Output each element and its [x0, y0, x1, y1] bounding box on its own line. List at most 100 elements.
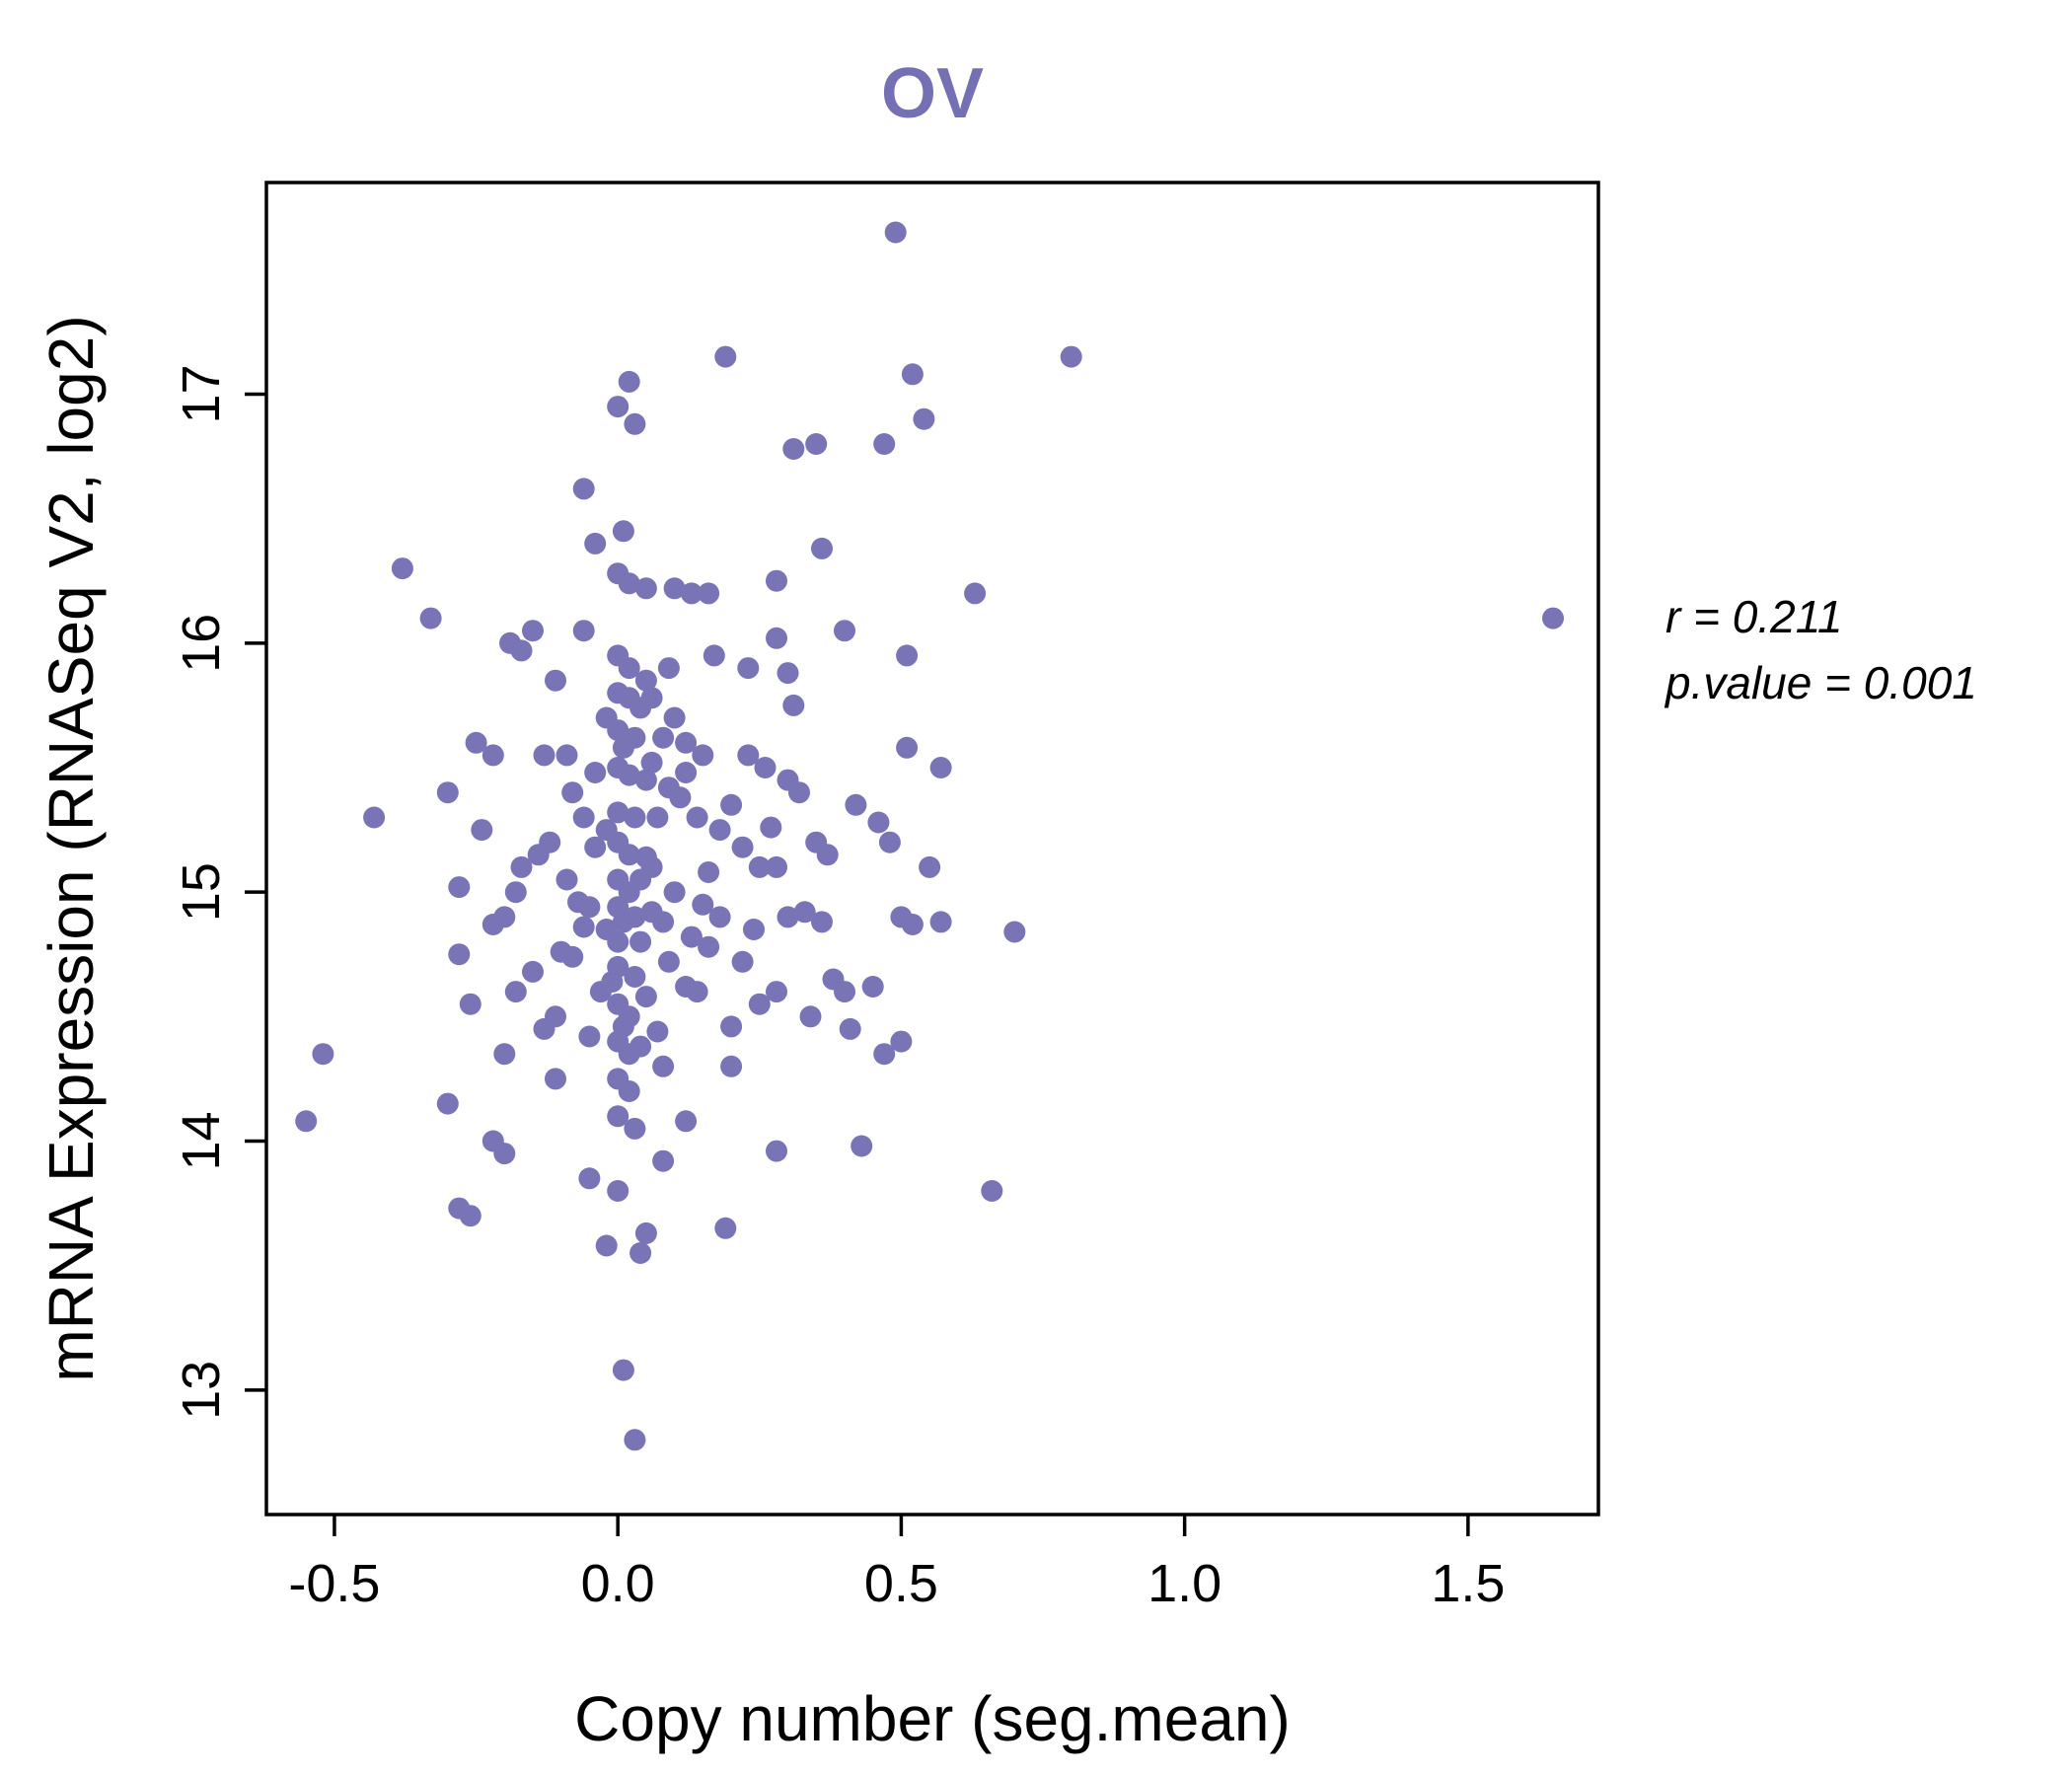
scatter-point [629, 1242, 652, 1264]
scatter-point [748, 855, 771, 878]
scatter-point [663, 577, 686, 600]
scatter-point [634, 1221, 657, 1244]
y-tick-label: 14 [172, 1111, 231, 1170]
scatter-point [748, 993, 771, 1015]
scatter-point [607, 930, 629, 953]
scatter-point [595, 1234, 618, 1257]
scatter-point [555, 868, 578, 891]
p-value-text: p.value = 0.001 [1665, 656, 1977, 708]
scatter-point [929, 757, 952, 778]
scatter-point [731, 950, 754, 973]
r-value-text: r = 0.211 [1665, 591, 1843, 642]
scatter-point [572, 806, 595, 829]
scatter-point [929, 911, 952, 933]
scatter-point [618, 881, 640, 904]
scatter-point [760, 816, 782, 839]
scatter-point [834, 981, 855, 1003]
scatter-point [901, 363, 924, 386]
scatter-point [618, 370, 640, 393]
x-tick-label: 1.0 [1147, 1554, 1221, 1613]
scatter-point [737, 657, 760, 680]
scatter-point [510, 855, 533, 878]
scatter-point [652, 1055, 675, 1077]
scatter-point [578, 896, 601, 919]
scatter-point [1003, 921, 1026, 943]
scatter-point [720, 1015, 743, 1038]
scatter-point [459, 993, 481, 1015]
y-tick-label: 17 [172, 364, 231, 423]
scatter-point [663, 706, 686, 729]
scatter-point [533, 744, 555, 767]
scatter-point [493, 1143, 516, 1165]
scatter-point [919, 855, 941, 878]
scatter-point [754, 757, 777, 778]
scatter-point [766, 855, 787, 878]
scatter-point [572, 620, 595, 642]
scatter-point [522, 620, 544, 642]
scatter-point [545, 669, 566, 692]
scatter-point [737, 744, 760, 767]
scatter-point [459, 1205, 481, 1227]
scatter-point [731, 836, 754, 858]
scatter-point [612, 1015, 634, 1038]
scatter-point [584, 762, 607, 783]
scatter-point [834, 620, 855, 642]
scatter-point [675, 1110, 698, 1133]
scatter-point [465, 731, 487, 754]
scatter-point [612, 736, 634, 759]
scatter-point [714, 345, 737, 368]
scatter-point [572, 478, 595, 500]
scatter-point [1542, 607, 1564, 629]
scatter-point [873, 433, 896, 455]
scatter-point [312, 1043, 334, 1066]
scatter-point [851, 1135, 873, 1157]
scatter-point [601, 971, 624, 993]
scatter-point [522, 960, 544, 983]
scatter-point [861, 976, 884, 998]
scatter-point [788, 781, 810, 804]
scatter-point [618, 572, 640, 595]
scatter-point [561, 781, 584, 804]
x-tick-label: -0.5 [288, 1554, 380, 1613]
scatter-point [743, 919, 765, 940]
scatter-point [618, 657, 640, 680]
scatter-point [419, 607, 442, 629]
scatter-point [640, 901, 663, 924]
y-tick-label: 13 [172, 1361, 231, 1420]
scatter-point [811, 911, 833, 933]
scatter-point [527, 844, 550, 866]
scatter-point [766, 981, 787, 1003]
scatter-point [766, 627, 787, 649]
scatter-point [634, 577, 657, 600]
scatter-point [481, 914, 504, 935]
scatter-point [981, 1180, 1003, 1202]
scatter-point [657, 950, 680, 973]
scatter-point [686, 981, 708, 1003]
scatter-point [663, 881, 686, 904]
scatter-point [624, 1429, 646, 1451]
scatter-point [612, 1359, 634, 1381]
scatter-point [607, 1180, 629, 1202]
scatter-point [692, 744, 714, 767]
scatter-point [555, 744, 578, 767]
scatter-point [720, 1055, 743, 1077]
scatter-point [629, 930, 652, 953]
scatter-point [680, 925, 703, 948]
scatter-point [618, 764, 640, 786]
scatter-point [964, 582, 987, 605]
scatter-point [1060, 345, 1082, 368]
scatter-point [692, 893, 714, 916]
scatter-point [680, 582, 703, 605]
scatter-point [504, 881, 527, 904]
scatter-point [624, 966, 646, 988]
scatter-point [561, 945, 584, 968]
scatter-point [618, 1080, 640, 1102]
scatter-point [493, 1043, 516, 1066]
scatter-point [595, 819, 618, 842]
scatter-point [584, 836, 607, 858]
scatter-point [703, 644, 725, 667]
y-tick-label: 15 [172, 862, 231, 922]
scatter-point [578, 1025, 601, 1048]
scatter-point [624, 412, 646, 435]
